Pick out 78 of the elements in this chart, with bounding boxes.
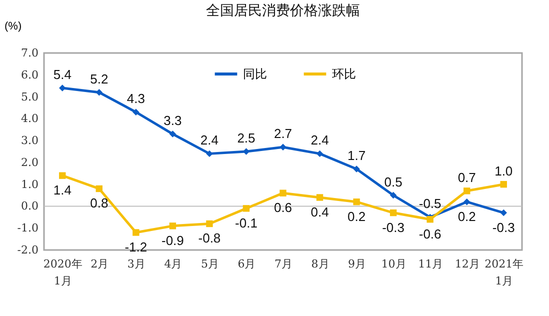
data-label: -0.3 (492, 220, 515, 235)
data-label: 0.2 (348, 208, 366, 224)
chart-title: 全国居民消费价格涨跌幅 (206, 2, 360, 18)
point (242, 205, 250, 212)
data-label: -0.5 (418, 196, 442, 212)
point (353, 198, 360, 206)
x-tick-label: 7月 (274, 258, 292, 270)
point (206, 220, 213, 228)
point (280, 144, 286, 150)
data-label: -1.2 (124, 239, 148, 254)
data-label: -0.1 (235, 215, 258, 230)
y-tick-label: -2.0 (17, 244, 38, 256)
point (463, 198, 470, 206)
y-tick-label: 0.0 (21, 200, 38, 213)
point (463, 188, 470, 194)
data-label: 5.2 (90, 71, 108, 86)
point (59, 84, 66, 92)
legend-label: 环比 (332, 67, 356, 81)
point (390, 209, 397, 216)
x-tick-label: 8月 (311, 258, 330, 270)
y-tick-label: 1.0 (21, 178, 38, 191)
point (426, 216, 434, 223)
point (316, 150, 324, 158)
data-label: 2.7 (274, 126, 292, 142)
data-label: 0.6 (274, 200, 292, 216)
point (132, 229, 140, 236)
y-tick-label: 2.0 (21, 156, 38, 169)
point (242, 148, 250, 155)
x-tick-label: 12月 (454, 258, 480, 270)
data-label: 0.2 (458, 208, 476, 224)
point (96, 89, 103, 96)
y-tick-label: 7.0 (21, 46, 38, 60)
data-label: -0.8 (198, 230, 221, 246)
point (316, 194, 324, 201)
point (390, 192, 397, 199)
x-tick-label: 11月 (418, 258, 444, 270)
data-label: -0.9 (161, 232, 184, 248)
x-tick-label: 2021年 1月 (484, 258, 524, 288)
point (353, 166, 360, 172)
data-label: 1.0 (494, 163, 513, 178)
point (59, 172, 66, 179)
y-axis-title: (%) (4, 20, 22, 32)
data-label: 2.4 (200, 132, 218, 148)
data-label: -0.3 (382, 220, 405, 235)
data-label: -0.6 (418, 226, 442, 242)
point (206, 150, 213, 158)
data-label: 0.8 (90, 196, 108, 211)
x-tick-label: 4月 (164, 258, 182, 270)
y-tick-label: -1.0 (17, 222, 38, 235)
x-tick-label: 2月 (90, 258, 109, 270)
data-label: 2.4 (310, 132, 329, 148)
point (96, 185, 103, 192)
x-tick-label: 2020年 1月 (43, 258, 82, 288)
x-tick-label: 5月 (200, 258, 219, 270)
y-tick-label: 5.0 (21, 90, 38, 104)
x-tick-label: 6月 (238, 258, 256, 270)
data-label: 0.7 (458, 170, 476, 185)
data-label: 1.7 (348, 148, 366, 164)
point (132, 108, 140, 116)
data-label: 2.5 (237, 130, 256, 146)
point (500, 180, 507, 188)
point (500, 209, 507, 216)
x-tick-label: 3月 (127, 258, 146, 270)
y-tick-label: 4.0 (21, 112, 38, 126)
point (169, 130, 176, 138)
point (280, 190, 286, 196)
y-tick-label: 6.0 (21, 68, 38, 82)
data-label: 5.4 (53, 67, 72, 82)
data-label: 0.4 (310, 204, 329, 220)
data-label: 3.3 (164, 112, 182, 128)
point (169, 222, 176, 230)
data-label: 4.3 (126, 91, 145, 106)
y-tick-label: 3.0 (21, 134, 38, 148)
data-label: 1.4 (53, 182, 72, 198)
x-tick-label: 10月 (381, 258, 406, 270)
x-tick-label: 9月 (348, 258, 366, 270)
data-label: 0.5 (384, 174, 402, 190)
legend-label: 同比 (243, 67, 267, 81)
